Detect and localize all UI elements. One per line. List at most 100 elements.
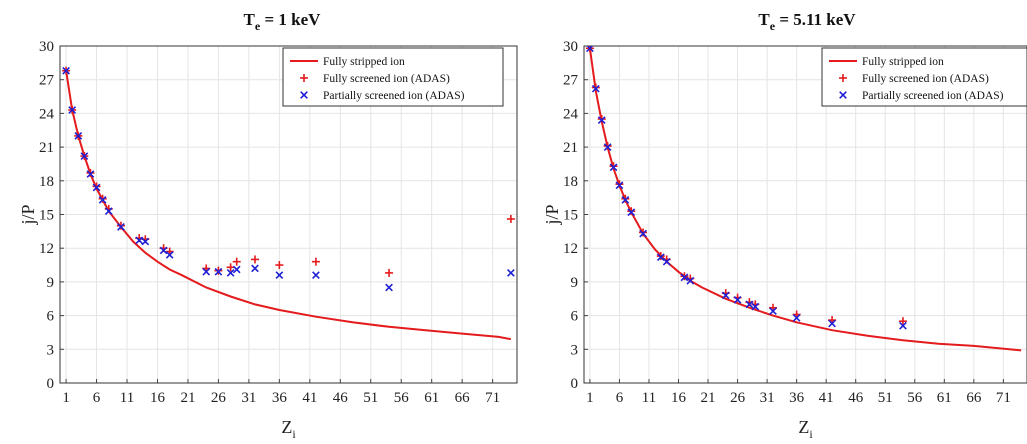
x-axis-label-subscript: i [809,427,813,441]
plus-marker-point [250,255,259,264]
cross-marker-point [159,246,168,255]
y-tick-label: 24 [563,106,579,122]
cross-marker-point [745,300,754,309]
legend-label: Fully screened ion (ADAS) [862,73,989,85]
x-tick-label: 56 [907,390,923,406]
plus-marker-point [232,257,241,266]
title-rest: = 5.11 keV [775,10,856,29]
x-tick-label: 71 [485,390,500,406]
y-axis-label: j/P [542,204,562,225]
title-rest: = 1 keV [260,10,321,29]
x-tick-label: 16 [671,390,687,406]
y-tick-label: 21 [39,140,54,156]
x-tick-label: 36 [789,390,805,406]
cross-marker-point [275,271,284,280]
legend-box [821,47,1027,107]
x-tick-label: 61 [424,390,439,406]
x-tick-label: 41 [302,390,317,406]
plot-frame [583,45,1027,384]
cross-marker-point [74,132,83,140]
x-tick-label: 46 [333,390,349,406]
x-tick-label: 66 [966,390,982,406]
cross-marker-point [609,163,618,172]
plus-marker-point [311,257,320,266]
title-main: T [244,10,256,29]
x-tick-label: 6 [93,390,101,406]
cross-marker-point [591,84,600,93]
chart-title: Te = 1 keV [244,10,322,33]
legend-label: Fully stripped ion [862,56,944,68]
chart-title: Te = 5.11 keV [758,10,856,33]
y-tick-label: 9 [571,275,579,291]
x-tick-label: 21 [701,390,716,406]
x-tick-label: 1 [62,390,70,406]
x-tick-label: 26 [211,390,227,406]
x-tick-label: 31 [241,390,256,406]
x-tick-label: 21 [180,390,195,406]
x-tick-label: 66 [455,390,471,406]
cross-marker-point [586,46,594,53]
x-tick-label: 11 [120,390,134,406]
legend: Fully stripped ion Fully screened ion (AD… [282,47,504,107]
cross-marker-point [662,257,671,266]
plus-marker-point [275,261,284,270]
y-tick-label: 0 [47,376,55,392]
cross-marker-point [597,116,606,125]
cross-marker-point [92,183,101,192]
cross-marker-point [202,267,211,276]
x-tick-label: 26 [730,390,746,406]
legend-label: Fully screened ion (ADAS) [323,73,450,85]
y-tick-label: 6 [571,309,579,325]
x-axis-label-subscript: i [292,427,296,441]
cross-marker-point [385,283,393,292]
y-tick-label: 30 [39,39,54,55]
x-tick-label: 16 [150,390,166,406]
chart-panel-1: 1 6 11 16 21 26 31 36 41 46 51 56 61 66 71036912151821… [18,10,518,441]
x-axis-label: Zi [281,417,296,441]
series-group [62,66,515,341]
cross-marker-point [686,276,695,285]
legend-cross-swatch [300,91,308,99]
x-tick-label: 61 [937,390,952,406]
cross-marker-point [680,273,689,282]
title-main: T [758,10,770,29]
cross-marker-point [627,208,636,217]
x-tick-label: 6 [616,390,624,406]
x-axis-label-main: Z [798,417,809,437]
y-tick-label: 12 [563,241,578,257]
series-group [585,46,1022,352]
cross-marker-point [214,267,223,276]
cross-marker-point [828,319,836,328]
x-tick-label: 51 [363,390,378,406]
cross-marker-point [165,251,174,259]
cross-marker-point [639,229,647,238]
y-tick-label: 30 [563,39,578,55]
x-tick-label: 36 [272,390,288,406]
cross-marker-point [226,269,235,277]
y-tick-label: 18 [563,174,578,190]
cross-marker-point [141,237,150,246]
x-tick-label: 1 [586,390,594,406]
cross-marker-point [621,196,630,204]
legend-cross-swatch [839,91,847,99]
cross-marker-point [62,66,70,75]
cross-marker-point [80,152,89,160]
x-tick-label: 41 [819,390,834,406]
y-axis-label: j/P [18,204,38,225]
cross-marker-point [507,269,515,277]
cross-marker-point [312,271,320,280]
cross-marker-point [751,302,760,311]
legend: Fully stripped ion Fully screened ion (AD… [821,47,1027,107]
x-tick-label: 56 [394,390,410,406]
plot-frame [59,45,518,384]
cross-marker-point [792,313,801,322]
plus-marker-point [898,317,907,326]
cross-marker-point [98,196,107,204]
x-tick-label: 31 [760,390,775,406]
cross-marker-point [251,264,259,273]
x-tick-label: 46 [848,390,864,406]
title-subscript: e [770,19,776,33]
y-tick-label: 3 [47,342,55,358]
